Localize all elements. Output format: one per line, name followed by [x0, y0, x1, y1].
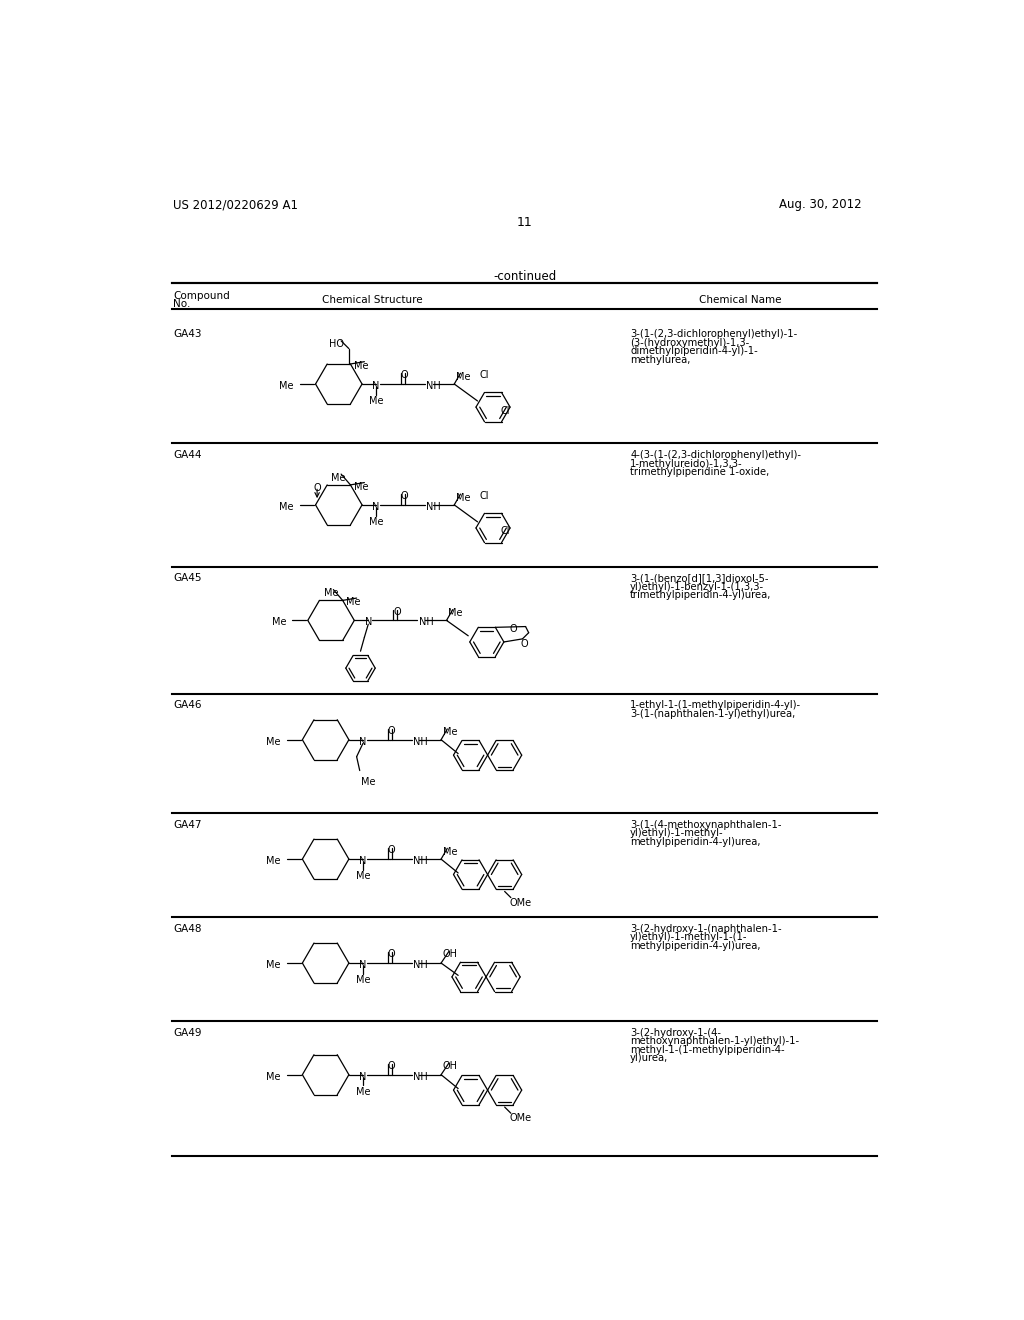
Text: O: O	[388, 949, 395, 960]
Text: Me: Me	[271, 618, 286, 627]
Text: Chemical Name: Chemical Name	[699, 294, 781, 305]
Text: -continued: -continued	[494, 271, 556, 282]
Text: GA46: GA46	[173, 701, 202, 710]
Text: Me: Me	[369, 396, 383, 407]
Text: (3-(hydroxymethyl)-1,3-: (3-(hydroxymethyl)-1,3-	[630, 338, 750, 347]
Text: Me: Me	[361, 776, 376, 787]
Text: O: O	[400, 370, 409, 380]
Text: Me: Me	[442, 727, 457, 738]
Text: OH: OH	[442, 949, 458, 960]
Text: Me: Me	[456, 492, 470, 503]
Text: NH: NH	[426, 381, 441, 391]
Text: O: O	[521, 639, 528, 649]
Text: GA44: GA44	[173, 450, 202, 461]
Text: N: N	[359, 737, 367, 747]
Text: Me: Me	[266, 1072, 281, 1081]
Text: Me: Me	[442, 847, 457, 857]
Text: Me: Me	[353, 482, 368, 492]
Text: GA45: GA45	[173, 573, 202, 583]
Text: Me: Me	[353, 360, 368, 371]
Text: methyl-1-(1-methylpiperidin-4-: methyl-1-(1-methylpiperidin-4-	[630, 1044, 784, 1055]
Text: methylpiperidin-4-yl)urea,: methylpiperidin-4-yl)urea,	[630, 837, 761, 846]
Text: Me: Me	[280, 502, 294, 512]
Text: O: O	[313, 483, 321, 494]
Text: O: O	[400, 491, 409, 502]
Text: NH: NH	[414, 960, 428, 970]
Text: N: N	[373, 381, 380, 391]
Text: OMe: OMe	[509, 1113, 531, 1123]
Text: N: N	[359, 857, 367, 866]
Text: 4-(3-(1-(2,3-dichlorophenyl)ethyl)-: 4-(3-(1-(2,3-dichlorophenyl)ethyl)-	[630, 450, 801, 461]
Text: N: N	[373, 502, 380, 512]
Text: OMe: OMe	[509, 898, 531, 908]
Text: Me: Me	[355, 975, 370, 985]
Text: NH: NH	[419, 618, 433, 627]
Text: Me: Me	[369, 517, 383, 527]
Text: Cl: Cl	[479, 370, 488, 380]
Text: NH: NH	[414, 1072, 428, 1081]
Text: GA48: GA48	[173, 924, 202, 933]
Text: Compound: Compound	[173, 290, 229, 301]
Text: 3-(1-(2,3-dichlorophenyl)ethyl)-1-: 3-(1-(2,3-dichlorophenyl)ethyl)-1-	[630, 330, 798, 339]
Text: O: O	[388, 726, 395, 735]
Text: 1-ethyl-1-(1-methylpiperidin-4-yl)-: 1-ethyl-1-(1-methylpiperidin-4-yl)-	[630, 701, 802, 710]
Text: Me: Me	[266, 737, 281, 747]
Text: trimethylpiperidine 1-oxide,: trimethylpiperidine 1-oxide,	[630, 467, 769, 477]
Text: NH: NH	[426, 502, 441, 512]
Text: Chemical Structure: Chemical Structure	[322, 294, 423, 305]
Text: NH: NH	[414, 857, 428, 866]
Text: GA43: GA43	[173, 330, 202, 339]
Text: GA47: GA47	[173, 820, 202, 830]
Text: O: O	[388, 1061, 395, 1071]
Text: HO: HO	[330, 339, 344, 350]
Text: dimethylpiperidin-4-yl)-1-: dimethylpiperidin-4-yl)-1-	[630, 346, 758, 356]
Text: N: N	[365, 618, 372, 627]
Text: Me: Me	[346, 598, 360, 607]
Text: yl)urea,: yl)urea,	[630, 1053, 669, 1063]
Text: Me: Me	[355, 1088, 370, 1097]
Text: O: O	[509, 624, 517, 634]
Text: methylurea,: methylurea,	[630, 355, 690, 364]
Text: 3-(2-hydroxy-1-(4-: 3-(2-hydroxy-1-(4-	[630, 1028, 721, 1038]
Text: methoxynaphthalen-1-yl)ethyl)-1-: methoxynaphthalen-1-yl)ethyl)-1-	[630, 1036, 800, 1047]
Text: 11: 11	[517, 216, 532, 230]
Text: Cl: Cl	[479, 491, 488, 502]
Text: yl)ethyl)-1-methyl-: yl)ethyl)-1-methyl-	[630, 829, 724, 838]
Text: Me: Me	[324, 589, 338, 598]
Text: 3-(2-hydroxy-1-(naphthalen-1-: 3-(2-hydroxy-1-(naphthalen-1-	[630, 924, 782, 933]
Text: Cl: Cl	[501, 405, 510, 416]
Text: N: N	[359, 1072, 367, 1081]
Text: 1-methylureido)-1,3,3-: 1-methylureido)-1,3,3-	[630, 459, 742, 469]
Text: Me: Me	[266, 960, 281, 970]
Text: Cl: Cl	[501, 527, 510, 536]
Text: 3-(1-(naphthalen-1-yl)ethyl)urea,: 3-(1-(naphthalen-1-yl)ethyl)urea,	[630, 709, 796, 719]
Text: Me: Me	[449, 609, 463, 618]
Text: OH: OH	[442, 1061, 458, 1071]
Text: yl)ethyl)-1-benzyl-1-(1,3,3-: yl)ethyl)-1-benzyl-1-(1,3,3-	[630, 582, 764, 591]
Text: Me: Me	[266, 857, 281, 866]
Text: Me: Me	[280, 381, 294, 391]
Text: N: N	[359, 960, 367, 970]
Text: No.: No.	[173, 298, 190, 309]
Text: yl)ethyl)-1-methyl-1-(1-: yl)ethyl)-1-methyl-1-(1-	[630, 932, 748, 942]
Text: US 2012/0220629 A1: US 2012/0220629 A1	[173, 198, 298, 211]
Text: GA49: GA49	[173, 1028, 202, 1038]
Text: 3-(1-(benzo[d][1,3]dioxol-5-: 3-(1-(benzo[d][1,3]dioxol-5-	[630, 573, 769, 583]
Text: Me: Me	[332, 473, 346, 483]
Text: O: O	[393, 607, 400, 616]
Text: methylpiperidin-4-yl)urea,: methylpiperidin-4-yl)urea,	[630, 941, 761, 950]
Text: Aug. 30, 2012: Aug. 30, 2012	[779, 198, 861, 211]
Text: trimethylpiperidin-4-yl)urea,: trimethylpiperidin-4-yl)urea,	[630, 590, 771, 601]
Text: 3-(1-(4-methoxynaphthalen-1-: 3-(1-(4-methoxynaphthalen-1-	[630, 820, 781, 830]
Text: Me: Me	[456, 372, 470, 381]
Text: Me: Me	[355, 871, 370, 882]
Text: NH: NH	[414, 737, 428, 747]
Text: O: O	[388, 845, 395, 855]
